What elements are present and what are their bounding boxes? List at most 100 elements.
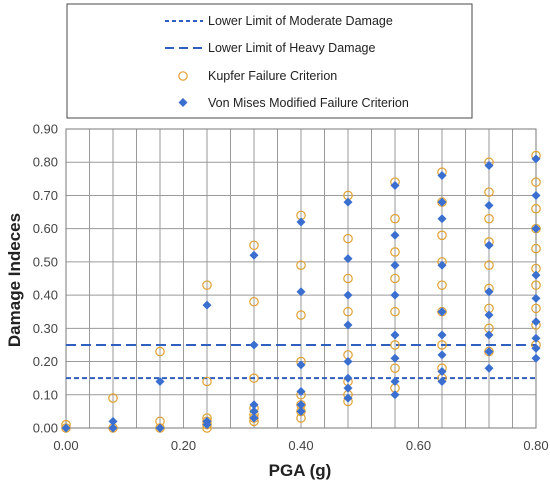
von-mises-point <box>249 340 259 350</box>
legend-label-heavy-damage: Lower Limit of Heavy Damage <box>208 41 375 55</box>
kupfer-point <box>531 243 541 254</box>
y-tick-label: 0.20 <box>33 354 58 369</box>
von-mises-point <box>437 171 447 181</box>
von-mises-point <box>390 180 400 190</box>
von-mises-point <box>437 307 447 317</box>
von-mises-point <box>343 393 353 403</box>
von-mises-point <box>61 423 71 433</box>
von-mises-point <box>296 287 306 297</box>
grid-layer <box>65 128 537 429</box>
von-mises-point <box>296 406 306 416</box>
kupfer-point <box>249 296 259 307</box>
von-mises-point <box>437 260 447 270</box>
x-tick-label: 0.60 <box>406 438 431 453</box>
kupfer-point <box>296 310 306 320</box>
von-mises-point <box>343 197 353 207</box>
von-mises-point <box>296 400 306 410</box>
kupfer-point <box>108 393 118 403</box>
von-mises-point <box>390 390 400 400</box>
kupfer-point <box>343 273 353 284</box>
kupfer-point <box>296 260 306 271</box>
kupfer-point <box>390 340 400 350</box>
von-mises-point <box>484 240 494 250</box>
von-mises-point <box>484 363 494 373</box>
von-mises-point <box>437 367 447 377</box>
kupfer-point <box>202 376 212 387</box>
kupfer-point <box>531 177 541 187</box>
von-mises-point <box>249 400 259 410</box>
y-tick-label: 0.80 <box>33 155 58 170</box>
legend-label-von-mises: Von Mises Modified Failure Criterion <box>208 96 409 110</box>
threshold-layer <box>66 343 536 380</box>
von-mises-point <box>249 250 259 260</box>
von-mises-point <box>155 423 165 433</box>
kupfer-point <box>531 203 541 214</box>
kupfer-point <box>202 280 212 290</box>
von-mises-point <box>343 254 353 264</box>
von-mises-point <box>343 383 353 393</box>
kupfer-point <box>437 340 447 350</box>
legend: Lower Limit of Moderate Damage Lower Lim… <box>66 3 473 119</box>
y-axis-title: Damage Indeces <box>5 213 24 347</box>
von-mises-point <box>437 376 447 386</box>
x-tick-label: 0.80 <box>523 438 548 453</box>
von-mises-point <box>390 330 400 340</box>
von-mises-point <box>484 287 494 297</box>
kupfer-point <box>390 247 400 257</box>
von-mises-point <box>390 230 400 240</box>
von-mises-point <box>202 420 212 430</box>
von-mises-point <box>531 154 541 164</box>
von-mises-point <box>108 423 118 433</box>
kupfer-point <box>390 273 400 284</box>
tick-layer: 0.00 0.10 0.20 0.30 0.40 0.50 0.60 0.70 0.80 0.90… <box>33 122 549 454</box>
von-mises-point <box>390 260 400 270</box>
von-mises-point <box>296 217 306 227</box>
kupfer-point <box>484 260 494 271</box>
von-mises-point <box>249 406 259 416</box>
von-mises-point <box>390 353 400 363</box>
von-mises-point <box>531 353 541 363</box>
von-mises-point <box>202 300 212 310</box>
y-tick-label: 0.10 <box>33 387 58 402</box>
von-mises-point <box>343 290 353 300</box>
von-mises-point <box>484 330 494 340</box>
y-tick-label: 0.70 <box>33 188 58 203</box>
von-mises-point <box>484 347 494 357</box>
points-layer <box>61 150 541 433</box>
von-mises-point <box>484 200 494 210</box>
x-tick-label: 0.40 <box>288 438 313 453</box>
kupfer-point <box>437 280 447 290</box>
kupfer-point <box>390 306 400 317</box>
von-mises-point <box>249 413 259 423</box>
kupfer-point <box>484 213 494 224</box>
legend-marker-kupfer <box>178 71 188 81</box>
kupfer-point <box>155 346 165 357</box>
x-tick-label: 0.00 <box>53 438 78 453</box>
x-axis-title: PGA (g) <box>269 461 332 480</box>
von-mises-point <box>108 416 118 426</box>
von-mises-point <box>437 350 447 360</box>
von-mises-point <box>437 330 447 340</box>
von-mises-point <box>484 310 494 320</box>
von-mises-point <box>390 376 400 386</box>
von-mises-point <box>343 357 353 367</box>
kupfer-point <box>249 240 259 251</box>
von-mises-point <box>531 333 541 343</box>
kupfer-point <box>343 306 353 317</box>
kupfer-point <box>390 213 400 224</box>
von-mises-point <box>531 293 541 303</box>
kupfer-point <box>437 230 447 241</box>
kupfer-point <box>249 373 259 383</box>
von-mises-point <box>531 317 541 327</box>
x-tick-label: 0.20 <box>171 438 196 453</box>
von-mises-point <box>484 161 494 171</box>
von-mises-point <box>531 343 541 353</box>
legend-box <box>66 3 473 119</box>
von-mises-point <box>155 376 165 386</box>
legend-label-kupfer: Kupfer Failure Criterion <box>208 69 337 83</box>
von-mises-point <box>437 197 447 207</box>
von-mises-point <box>296 360 306 370</box>
kupfer-point <box>343 233 353 244</box>
y-tick-label: 0.90 <box>33 122 58 137</box>
